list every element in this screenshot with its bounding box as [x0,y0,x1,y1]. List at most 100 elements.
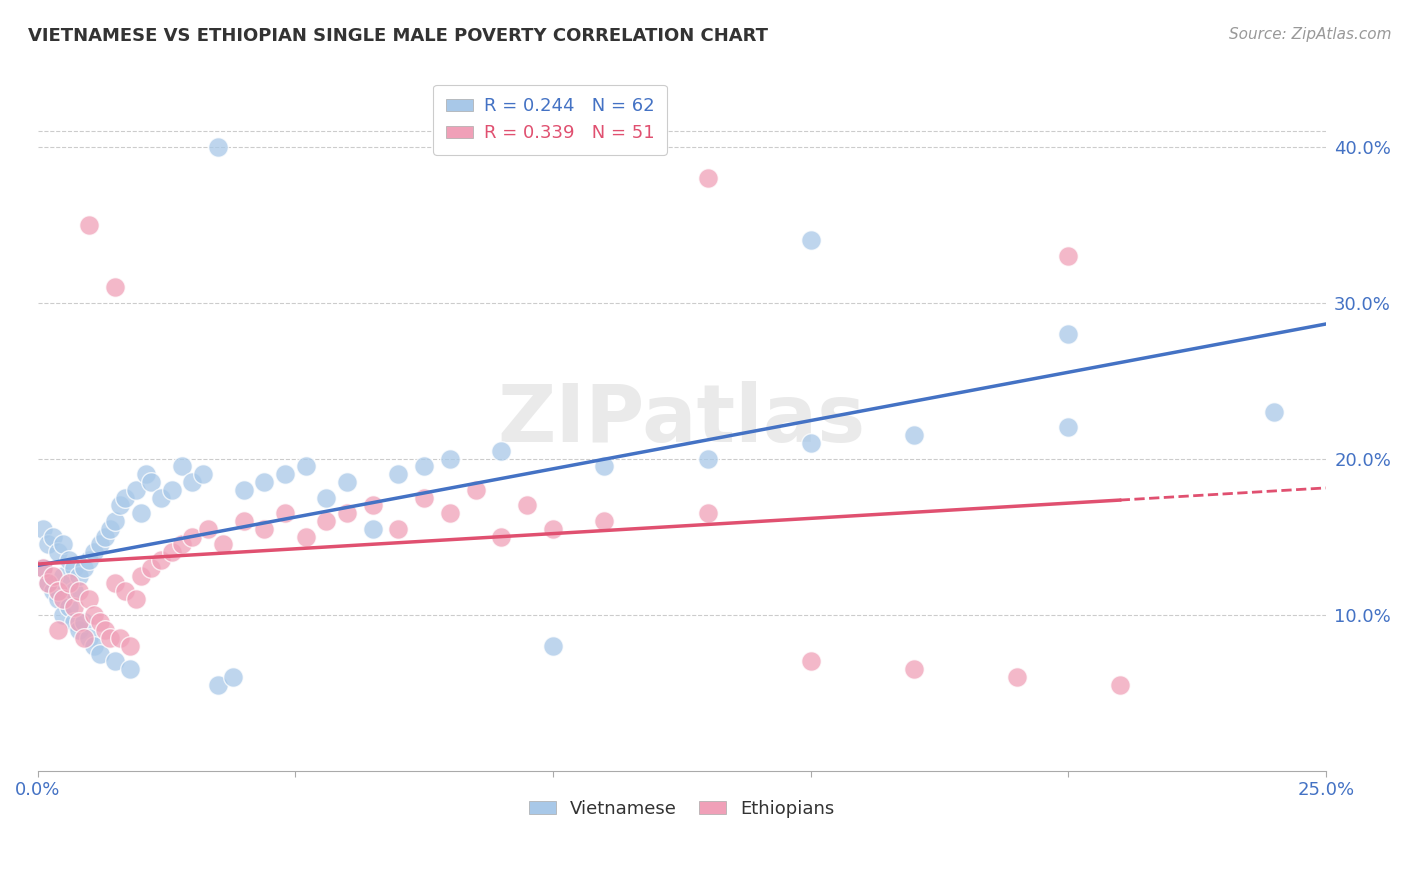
Point [191,467,214,482]
Point [120,662,142,676]
Point [170,459,193,474]
Point [37,537,59,551]
Point [1057,326,1080,341]
Point [696,170,718,185]
Point [114,584,136,599]
Point [197,522,219,536]
Point [67,615,90,630]
Point [83,607,105,622]
Point [294,530,316,544]
Point [104,514,127,528]
Point [89,647,111,661]
Point [77,218,100,232]
Point [77,553,100,567]
Point [37,576,59,591]
Point [108,631,131,645]
Point [67,624,90,638]
Text: Source: ZipAtlas.com: Source: ZipAtlas.com [1229,27,1392,42]
Point [58,599,80,614]
Point [491,443,513,458]
Point [67,584,90,599]
Point [67,568,90,582]
Point [129,506,152,520]
Point [294,459,316,474]
Point [135,467,157,482]
Point [361,522,384,536]
Point [31,522,53,536]
Point [593,514,616,528]
Point [62,561,84,575]
Point [222,670,245,684]
Point [315,514,337,528]
Y-axis label: Single Male Poverty: Single Male Poverty [0,338,8,501]
Point [124,483,146,497]
Point [58,576,80,591]
Point [52,592,75,607]
Point [212,537,235,551]
Point [160,483,183,497]
Point [89,537,111,551]
Point [439,451,461,466]
Text: ZIPatlas: ZIPatlas [498,381,866,458]
Point [593,459,616,474]
Point [696,506,718,520]
Point [52,607,75,622]
Point [799,655,821,669]
Point [903,428,925,442]
Point [232,483,254,497]
Point [541,639,564,653]
Point [129,568,152,582]
Point [1057,249,1080,263]
Point [98,522,121,536]
Point [46,624,69,638]
Point [31,561,53,575]
Point [413,459,436,474]
Point [1108,678,1130,692]
Point [181,530,204,544]
Point [150,553,173,567]
Point [93,624,115,638]
Point [46,584,69,599]
Point [42,568,65,582]
Point [170,537,193,551]
Point [207,678,229,692]
Point [274,506,297,520]
Point [464,483,486,497]
Point [77,592,100,607]
Point [89,615,111,630]
Point [120,639,142,653]
Point [46,592,69,607]
Point [799,233,821,247]
Point [1005,670,1028,684]
Point [541,522,564,536]
Point [108,499,131,513]
Point [336,506,359,520]
Point [31,561,53,575]
Point [62,599,84,614]
Point [903,662,925,676]
Point [73,631,96,645]
Point [42,530,65,544]
Point [37,576,59,591]
Point [413,491,436,505]
Text: VIETNAMESE VS ETHIOPIAN SINGLE MALE POVERTY CORRELATION CHART: VIETNAMESE VS ETHIOPIAN SINGLE MALE POVE… [28,27,768,45]
Point [1263,405,1285,419]
Point [52,568,75,582]
Point [42,584,65,599]
Legend: Vietnamese, Ethiopians: Vietnamese, Ethiopians [522,792,842,825]
Point [77,631,100,645]
Point [104,280,127,294]
Point [232,514,254,528]
Point [104,576,127,591]
Point [387,467,409,482]
Point [181,475,204,489]
Point [253,522,276,536]
Point [62,584,84,599]
Point [336,475,359,489]
Point [160,545,183,559]
Point [83,639,105,653]
Point [83,545,105,559]
Point [491,530,513,544]
Point [1057,420,1080,434]
Point [139,561,162,575]
